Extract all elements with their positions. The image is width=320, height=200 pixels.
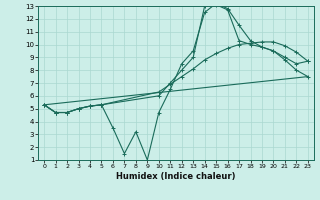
X-axis label: Humidex (Indice chaleur): Humidex (Indice chaleur) xyxy=(116,172,236,181)
